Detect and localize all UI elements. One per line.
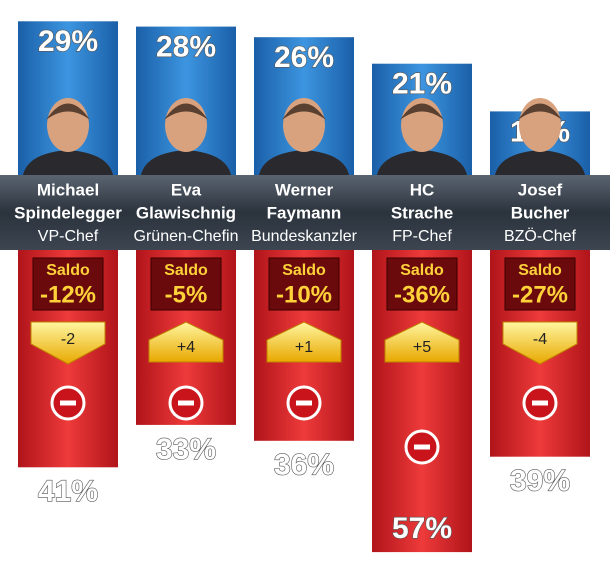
portrait (518, 103, 562, 120)
negative-label: 39% (510, 465, 570, 498)
role: Bundeskanzler (251, 228, 358, 245)
portrait (282, 103, 326, 120)
change-label: -4 (533, 331, 547, 348)
portrait (46, 103, 90, 120)
negative-label: 41% (38, 475, 98, 508)
saldo-box (268, 257, 340, 311)
negative-label: 36% (274, 449, 334, 482)
saldo-value: -27% (512, 281, 568, 308)
saldo-value: -10% (276, 281, 332, 308)
saldo-title: Saldo (400, 262, 444, 279)
portrait (495, 150, 585, 175)
labels: 41% Michael Spindelegger VP-Chef Saldo -12% -2… (14, 180, 578, 546)
saldo-value: -12% (40, 281, 96, 308)
change-badge (148, 321, 224, 363)
change-label: +4 (177, 339, 195, 356)
change-badge (30, 321, 106, 365)
change-label: +1 (295, 339, 313, 356)
change-badge (384, 321, 460, 363)
saldo-title: Saldo (46, 262, 90, 279)
minus-icon (296, 400, 312, 406)
change-badge (266, 321, 342, 363)
positive-label: 28% (156, 31, 216, 64)
role: BZÖ-Chef (504, 227, 577, 245)
minus-icon (414, 444, 430, 450)
minus-icon (60, 400, 76, 406)
positive-label: 29% (38, 25, 98, 58)
name-banner (0, 175, 610, 250)
first-name: Eva (171, 180, 202, 199)
role: Grünen-Chefin (134, 228, 239, 245)
last-name: Faymann (267, 203, 342, 222)
first-name: HC (410, 180, 435, 199)
first-name: Josef (518, 180, 563, 199)
minus-icon (178, 400, 194, 406)
portrait (164, 103, 208, 120)
portrait (259, 150, 349, 175)
saldo-box (386, 257, 458, 311)
saldo-title: Saldo (282, 262, 326, 279)
last-name: Glawischnig (136, 203, 236, 222)
positive-label: 26% (274, 41, 334, 74)
saldo-box (150, 257, 222, 311)
saldo-value: -5% (165, 281, 208, 308)
role: VP-Chef (38, 228, 99, 245)
negative-label: 33% (156, 433, 216, 466)
minus-icon (532, 400, 548, 406)
first-name: Werner (275, 180, 334, 199)
first-name: Michael (37, 180, 99, 199)
saldo-box (504, 257, 576, 311)
change-label: -2 (61, 331, 75, 348)
role: FP-Chef (392, 228, 452, 245)
portrait (141, 150, 231, 175)
last-name: Bucher (511, 203, 570, 222)
saldo-title: Saldo (164, 262, 208, 279)
negative-label: 57% (392, 512, 452, 545)
last-name: Spindelegger (14, 203, 122, 222)
saldo-box (32, 257, 104, 311)
portrait (377, 150, 467, 175)
change-badge (502, 321, 578, 365)
positive-label: 21% (392, 68, 452, 101)
change-label: +5 (413, 339, 431, 356)
saldo-title: Saldo (518, 262, 562, 279)
last-name: Strache (391, 203, 453, 222)
portrait (400, 103, 444, 120)
saldo-value: -36% (394, 281, 450, 308)
portrait (23, 150, 113, 175)
